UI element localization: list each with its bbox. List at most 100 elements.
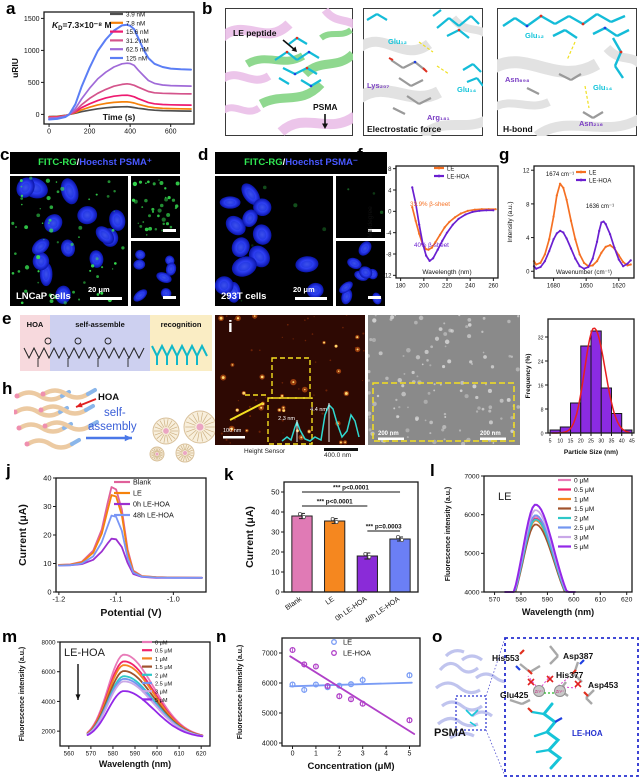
svg-text:32: 32 (538, 335, 544, 341)
svg-text:LE-HOA: LE-HOA (589, 179, 611, 185)
residue-glu12: Glu₁₂ (388, 37, 407, 46)
svg-text:4: 4 (526, 236, 530, 242)
svg-text:Blank: Blank (283, 594, 303, 612)
svg-text:50: 50 (271, 487, 279, 496)
psma-cartoon (434, 649, 513, 740)
water-crosses (527, 675, 582, 688)
panel-label-d: d (198, 145, 209, 164)
svg-text:Time (s): Time (s) (103, 112, 136, 122)
chemical-structure (23, 337, 208, 367)
svg-text:LE-HOA: LE-HOA (343, 649, 371, 658)
afm-scale-text: 100 nm (223, 428, 242, 434)
svg-text:33.9% β-sheet: 33.9% β-sheet (410, 201, 450, 208)
svg-text:30: 30 (598, 439, 604, 445)
residue-his553: His553 (492, 653, 520, 663)
panel-label-a: a (6, 0, 16, 18)
panel-label-c: c (0, 145, 10, 164)
svg-text:LE: LE (447, 167, 454, 173)
svg-text:*** p=0.0003: *** p=0.0003 (366, 524, 402, 531)
assembly-graphics (14, 388, 217, 463)
svg-text:610: 610 (595, 597, 607, 604)
svg-text:0: 0 (275, 587, 279, 596)
residue-his377: His377 (556, 670, 584, 680)
svg-text:Fluorescence intensity (a.u.): Fluorescence intensity (a.u.) (445, 487, 452, 582)
293t-blue-channel (336, 241, 385, 306)
svg-text:30: 30 (271, 527, 279, 536)
293t-merge-image (215, 176, 333, 306)
residue-asp453: Asp453 (588, 680, 619, 690)
svg-text:1650: 1650 (579, 284, 593, 290)
le-hoa-label: LE-HOA (572, 729, 603, 738)
afm-width-bar (324, 448, 358, 451)
svg-text:Wavelength (nm): Wavelength (nm) (522, 607, 594, 617)
fitc-label: FITC-RG (38, 157, 77, 168)
psma-label: PSMA (434, 727, 466, 739)
svg-text:LE-HOA: LE-HOA (447, 175, 469, 181)
svg-text:3 μM: 3 μM (155, 690, 168, 696)
svg-text:-8: -8 (386, 252, 392, 258)
svg-text:0.5 μM: 0.5 μM (155, 649, 173, 655)
svg-text:45: 45 (629, 439, 635, 445)
lncap-blue-channel (131, 241, 180, 306)
svg-text:25: 25 (588, 439, 594, 445)
salt-bridge-dashes (418, 41, 450, 75)
svg-text:LE: LE (343, 638, 352, 647)
psma-label: PSMA (313, 102, 338, 112)
psma-minus-label: PSMA⁻ (322, 157, 358, 168)
svg-text:610: 610 (174, 751, 185, 758)
panel-label-n: n (216, 627, 227, 646)
height-profile-trace (281, 403, 360, 442)
panel-label-j: j (6, 461, 11, 480)
lncap-merge-image (10, 176, 128, 306)
svg-text:5: 5 (549, 439, 552, 445)
height-sensor-label: Height Sensor (244, 448, 286, 455)
self-assembly-scheme: HOA self- assembly (14, 388, 217, 463)
afm-arrow-line (229, 402, 264, 421)
residue-asn698: Asn₆₉₈ (505, 75, 530, 84)
svg-text:40% β-sheet: 40% β-sheet (414, 242, 449, 249)
tem-dashed-box (372, 382, 515, 442)
panel-label-g: g (499, 145, 510, 164)
svg-text:220: 220 (442, 284, 453, 290)
titration-scatter-chart: 0 1 2 3 4 5 4000 5000 6000 7000 Concentration (μM)… (237, 637, 421, 772)
le-peptide-sticks (274, 37, 322, 87)
panel-label-h: h (2, 379, 13, 398)
svg-text:2.5 μM: 2.5 μM (155, 682, 173, 688)
svg-text:620: 620 (196, 751, 207, 758)
svg-text:4000: 4000 (41, 699, 56, 706)
svg-text:15: 15 (568, 439, 574, 445)
residue-lys207: Lys₂₀₇ (367, 81, 389, 90)
svg-text:Millidegree: Millidegree (367, 206, 374, 238)
svg-text:7000: 7000 (262, 650, 278, 657)
residue-arg181: Arg₁₈₁ (427, 113, 450, 122)
svg-text:7000: 7000 (464, 473, 479, 480)
svg-text:2 μM: 2 μM (155, 673, 168, 679)
svg-text:10: 10 (271, 567, 279, 576)
293t-cells-label: 293T cells (221, 291, 267, 302)
svg-text:Fluorescence intensity (a.u.): Fluorescence intensity (a.u.) (19, 647, 26, 742)
svg-text:1 μM: 1 μM (574, 497, 589, 504)
hoa-block-label: HOA (27, 320, 44, 329)
svg-text:5000: 5000 (262, 710, 278, 717)
svg-text:400: 400 (124, 129, 136, 136)
svg-text:0: 0 (291, 751, 295, 758)
peptide-design-scheme: HOA self-assemble recognition (20, 315, 212, 371)
svg-text:7.8 nM: 7.8 nM (126, 20, 145, 27)
psma-active-site-image: Zn²⁺ Zn²⁺ His553 Asp387 His377 Asp453 Gl… (434, 637, 639, 777)
svg-text:0: 0 (47, 129, 51, 136)
svg-text:6000: 6000 (262, 680, 278, 687)
svg-text:LE: LE (133, 489, 142, 498)
svg-text:30: 30 (43, 502, 51, 511)
svg-text:Potential (V): Potential (V) (100, 607, 161, 619)
zn-label-1: Zn²⁺ (535, 689, 544, 694)
svg-text:4: 4 (388, 188, 392, 194)
svg-text:0: 0 (541, 431, 544, 437)
svg-text:48h LE-HOA: 48h LE-HOA (363, 594, 402, 625)
293t-green-channel (336, 176, 385, 238)
svg-text:Particle Size (nm): Particle Size (nm) (564, 449, 618, 456)
svg-text:*** p<0.0001: *** p<0.0001 (317, 499, 353, 506)
scalebar-c-sub1 (163, 229, 176, 232)
svg-text:0: 0 (36, 112, 40, 119)
lncap-green-channel (131, 176, 180, 238)
